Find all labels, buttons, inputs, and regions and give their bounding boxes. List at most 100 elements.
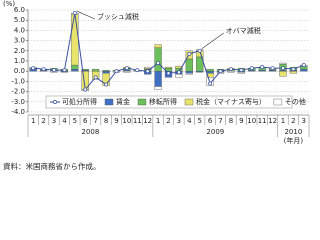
y-tick-label: 1.0 bbox=[14, 57, 25, 65]
x-tick-label: 6 bbox=[208, 117, 213, 125]
line-marker bbox=[281, 66, 285, 71]
bar-segment bbox=[185, 70, 193, 74]
line-marker bbox=[270, 66, 275, 71]
y-tick-label: -1.0 bbox=[11, 77, 25, 85]
bar-segment bbox=[300, 68, 308, 72]
y-tick-label: 6.0 bbox=[14, 6, 25, 14]
x-tick-label: 5 bbox=[73, 117, 77, 125]
y-tick-label: 3.0 bbox=[14, 37, 25, 45]
bar-segment bbox=[185, 58, 193, 72]
bar-segment bbox=[154, 86, 162, 90]
line-marker bbox=[124, 66, 129, 71]
x-tick-label: 1 bbox=[31, 117, 35, 125]
x-tick-label: 4 bbox=[62, 117, 67, 125]
line-marker bbox=[228, 67, 233, 72]
bar-segment bbox=[154, 44, 162, 48]
bar-segment bbox=[206, 68, 214, 72]
year-label: 2009 bbox=[206, 128, 224, 136]
x-tick-label: 2 bbox=[166, 117, 170, 125]
x-tick-label: 7 bbox=[218, 117, 222, 125]
x-unit: (年月) bbox=[284, 136, 304, 145]
y-tick-label: 0.0 bbox=[14, 67, 25, 75]
x-tick-label: 8 bbox=[229, 117, 233, 125]
legend-label: 移転所得 bbox=[149, 97, 177, 106]
line-marker bbox=[176, 70, 181, 75]
bar-segment bbox=[71, 68, 79, 72]
line-marker bbox=[145, 69, 150, 74]
line-marker bbox=[93, 75, 98, 80]
y-tick-label: -3.0 bbox=[11, 98, 25, 106]
line-marker bbox=[62, 68, 67, 73]
x-tick-label: 6 bbox=[83, 117, 88, 125]
bar-segment bbox=[102, 69, 110, 72]
legend-label: その他 bbox=[285, 97, 306, 106]
legend-swatch bbox=[137, 98, 147, 106]
x-tick-label: 9 bbox=[239, 117, 243, 125]
annotation-arrow bbox=[76, 10, 95, 20]
bar-segment bbox=[144, 66, 152, 69]
year-label: 2008 bbox=[82, 128, 100, 136]
bar-segment bbox=[102, 70, 110, 74]
line-marker bbox=[260, 65, 265, 70]
legend-marker bbox=[53, 100, 57, 104]
bar-segment bbox=[206, 77, 214, 86]
line-marker bbox=[291, 67, 296, 72]
annotation-arrow bbox=[201, 32, 224, 50]
y-tick-label: -4.0 bbox=[11, 108, 25, 116]
line-marker bbox=[31, 66, 36, 71]
x-tick-label: 2 bbox=[291, 117, 295, 125]
line-marker bbox=[52, 68, 56, 73]
bar-segment bbox=[206, 70, 214, 74]
bar-segment bbox=[71, 64, 79, 70]
legend-swatch bbox=[184, 98, 194, 106]
legend-label: 税金（マイナス寄与） bbox=[196, 97, 266, 106]
bar-segment bbox=[154, 70, 162, 87]
y-tick-label: 2.0 bbox=[14, 47, 25, 55]
legend-label: 賃金 bbox=[116, 97, 130, 106]
x-tick-label: 8 bbox=[104, 117, 108, 125]
legend-label: 可処分所得 bbox=[62, 97, 97, 106]
x-tick-label: 3 bbox=[302, 117, 306, 125]
bar-segment bbox=[71, 13, 79, 66]
bar-segment bbox=[279, 70, 287, 77]
bar-segment bbox=[227, 70, 235, 73]
line-marker bbox=[301, 63, 306, 68]
line-marker bbox=[104, 82, 109, 87]
x-tick-label: 7 bbox=[93, 117, 97, 125]
bar-segment bbox=[81, 68, 89, 71]
bar-segment bbox=[175, 74, 183, 78]
bar-segment bbox=[154, 47, 162, 72]
y-tick-label: 4.0 bbox=[14, 26, 25, 34]
annotation: オバマ減税 bbox=[226, 26, 261, 35]
legend-swatch bbox=[104, 98, 114, 106]
line-marker bbox=[72, 11, 77, 16]
legend-swatch bbox=[273, 98, 283, 106]
bar-segment bbox=[92, 70, 100, 80]
line-marker bbox=[239, 68, 244, 73]
x-tick-label: 1 bbox=[156, 117, 160, 125]
line-marker bbox=[208, 81, 213, 86]
bar-segment bbox=[92, 68, 100, 72]
chart: (%) 資料：米国商務省から作成。 -4.0 -3.0 -2.0 -1.0 0.0 1.0… bbox=[3, 0, 310, 171]
x-tick-label: 3 bbox=[52, 117, 56, 125]
x-tick-label: 11 bbox=[133, 117, 142, 125]
x-tick-label: 11 bbox=[258, 117, 267, 125]
bar-segment bbox=[237, 72, 245, 74]
year-label: 2010 bbox=[284, 128, 302, 136]
bar-segment bbox=[185, 73, 193, 75]
bar-segment bbox=[279, 62, 287, 65]
line-marker bbox=[135, 68, 140, 73]
bar-segment bbox=[164, 66, 173, 69]
x-tick-label: 12 bbox=[268, 117, 277, 125]
line-marker bbox=[156, 61, 161, 65]
bar-segment bbox=[289, 70, 298, 74]
line-marker bbox=[41, 67, 46, 72]
y-tick-label: 5.0 bbox=[14, 16, 25, 24]
line-marker bbox=[249, 66, 254, 71]
line-marker bbox=[166, 71, 171, 76]
source-note: 資料：米国商務省から作成。 bbox=[3, 161, 101, 171]
x-tick-label: 12 bbox=[143, 117, 152, 125]
line-marker bbox=[218, 69, 223, 74]
x-tick-label: 4 bbox=[187, 117, 192, 125]
line-marker bbox=[197, 48, 202, 53]
